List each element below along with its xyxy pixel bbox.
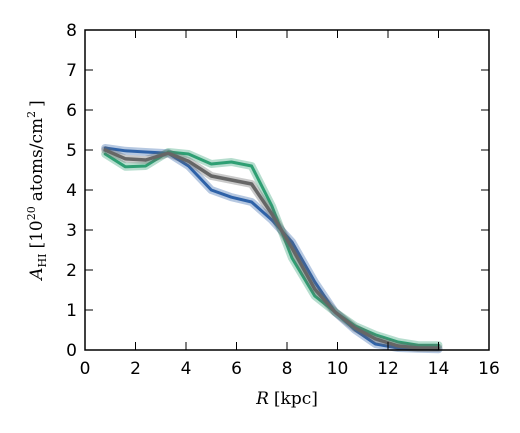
y-tick-label: 5 [66, 141, 77, 161]
y-tick-label: 3 [66, 221, 77, 241]
y-tick-label: 7 [66, 61, 77, 81]
y-axis-label: AHI[1020atoms/cm2] [25, 100, 49, 282]
x-tick-label: 4 [181, 359, 192, 379]
series-0-band [101, 144, 443, 354]
y-tick-label: 2 [66, 261, 77, 281]
y-tick-label: 8 [66, 21, 77, 41]
series-0-line [103, 146, 440, 351]
x-tick-label: 6 [231, 359, 242, 379]
x-tick-label: 14 [428, 359, 450, 379]
x-tick-label: 16 [478, 359, 500, 379]
x-tick-label: 0 [80, 359, 91, 379]
plot-frame [84, 29, 490, 351]
x-tick-label: 8 [282, 359, 293, 379]
x-tick-label: 10 [327, 359, 349, 379]
series-1-band [101, 148, 443, 350]
series-1-line [103, 150, 440, 347]
y-tick-label: 1 [66, 301, 77, 321]
series-2-line [103, 148, 441, 350]
y-tick-label: 4 [66, 181, 77, 201]
y-tick-label: 6 [66, 101, 77, 121]
x-tick-label: 12 [377, 359, 399, 379]
series-2-band [101, 146, 443, 352]
x-tick-label: 2 [130, 359, 141, 379]
series-layer [101, 144, 443, 354]
y-tick-label: 0 [66, 341, 77, 361]
x-axis-label: R [kpc] [255, 389, 318, 409]
